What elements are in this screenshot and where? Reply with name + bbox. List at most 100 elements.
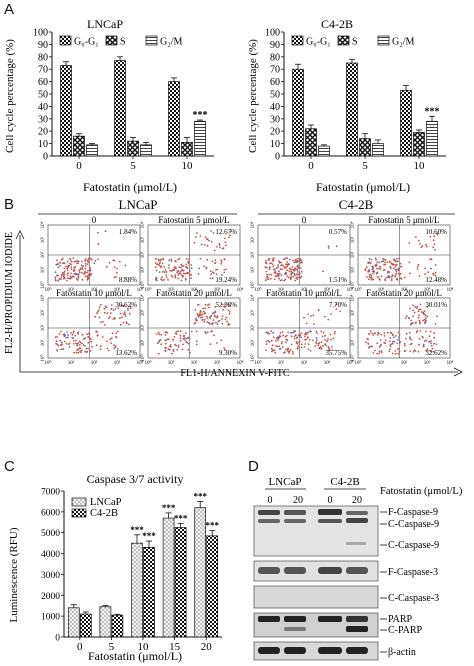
event-dot xyxy=(264,279,267,282)
event-dot xyxy=(116,330,119,333)
d-group-c42b: C4-2B xyxy=(330,476,359,488)
event-dot xyxy=(90,340,92,343)
event-dot xyxy=(276,339,279,342)
event-dot xyxy=(178,266,181,269)
event-dot xyxy=(77,351,80,354)
event-dot xyxy=(119,323,122,326)
event-dot xyxy=(275,267,278,270)
event-dot xyxy=(320,347,322,350)
event-dot xyxy=(181,348,184,351)
d-label-beta-actin: β-actin xyxy=(388,647,416,658)
event-dot xyxy=(59,264,61,267)
y-tick-label: 100 xyxy=(33,28,48,39)
event-dot xyxy=(267,276,269,279)
event-dot xyxy=(374,264,377,267)
event-dot xyxy=(305,333,308,336)
event-dot xyxy=(186,341,189,344)
x-axis-tick-label: 10² xyxy=(191,360,198,366)
event-dot xyxy=(178,272,180,275)
event-dot xyxy=(423,313,426,316)
event-dot xyxy=(86,263,89,266)
event-dot xyxy=(216,268,219,271)
y-axis-tick-label: 10¹ xyxy=(40,339,46,346)
legend-label: G₂/M xyxy=(392,37,414,48)
event-dot xyxy=(419,308,422,311)
y-axis-tick-label: 10² xyxy=(140,251,146,258)
event-dot xyxy=(281,268,283,271)
event-dot xyxy=(278,336,281,339)
event-dot xyxy=(297,264,299,267)
event-dot xyxy=(179,334,182,337)
event-dot xyxy=(367,338,369,341)
event-dot xyxy=(379,266,381,268)
event-dot xyxy=(184,332,187,334)
event-dot xyxy=(109,312,112,315)
event-dot xyxy=(382,257,384,260)
event-dot xyxy=(214,259,217,261)
event-dot xyxy=(189,270,191,272)
event-dot xyxy=(273,349,276,352)
event-dot xyxy=(129,307,132,310)
event-dot xyxy=(274,351,277,354)
bar xyxy=(206,535,219,638)
event-dot xyxy=(268,332,271,335)
event-dot xyxy=(391,275,393,278)
event-dot xyxy=(154,266,157,268)
significance-label: *** xyxy=(205,521,219,531)
event-dot xyxy=(305,332,307,334)
event-dot xyxy=(63,270,66,273)
event-dot xyxy=(226,320,229,323)
event-dot xyxy=(286,257,289,260)
bar xyxy=(67,607,80,638)
bands-parp xyxy=(258,616,368,632)
event-dot xyxy=(63,340,66,343)
event-dot xyxy=(373,271,376,273)
event-dot xyxy=(408,331,411,334)
event-dot xyxy=(198,267,200,270)
x-axis-tick-label: 10² xyxy=(401,287,408,293)
event-dot xyxy=(409,272,411,275)
event-dot xyxy=(70,263,72,266)
y-tick-label: 2000 xyxy=(41,592,60,602)
a-left-ylabel: Cell cycle percentage (%) xyxy=(4,39,16,153)
event-dot xyxy=(267,278,270,280)
event-dot xyxy=(174,274,177,276)
legend-label: G₂/M xyxy=(160,37,182,48)
y-tick-label: 70 xyxy=(270,65,280,76)
event-dot xyxy=(296,278,299,280)
event-dot xyxy=(57,279,60,282)
event-dot xyxy=(71,275,74,278)
event-dot xyxy=(273,268,276,271)
event-dot xyxy=(222,247,225,250)
event-dot xyxy=(206,244,209,247)
event-dot xyxy=(421,245,424,247)
event-dot xyxy=(277,337,280,340)
event-dot xyxy=(123,305,125,307)
event-dot xyxy=(84,259,86,262)
y-tick-label: 1000 xyxy=(41,613,60,623)
event-dot xyxy=(206,258,209,261)
event-dot xyxy=(369,262,372,264)
event-dot xyxy=(272,336,275,339)
y-axis-tick-label: 10¹ xyxy=(40,266,46,273)
event-dot xyxy=(312,314,315,317)
event-dot xyxy=(159,259,162,262)
event-dot xyxy=(394,274,397,277)
event-dot xyxy=(66,274,69,276)
event-dot xyxy=(418,239,420,242)
event-dot xyxy=(175,344,178,347)
event-dot xyxy=(265,270,268,273)
event-dot xyxy=(171,276,174,278)
x-axis-tick-label: 10² xyxy=(191,287,198,293)
event-dot xyxy=(210,315,212,318)
event-dot xyxy=(85,347,88,350)
event-dot xyxy=(204,236,207,238)
event-dot xyxy=(419,330,422,332)
event-dot xyxy=(324,315,326,318)
event-dot xyxy=(296,271,299,273)
event-dot xyxy=(165,347,168,349)
event-dot xyxy=(157,263,160,266)
event-dot xyxy=(189,351,191,354)
event-dot xyxy=(170,258,173,260)
event-dot xyxy=(115,336,117,338)
